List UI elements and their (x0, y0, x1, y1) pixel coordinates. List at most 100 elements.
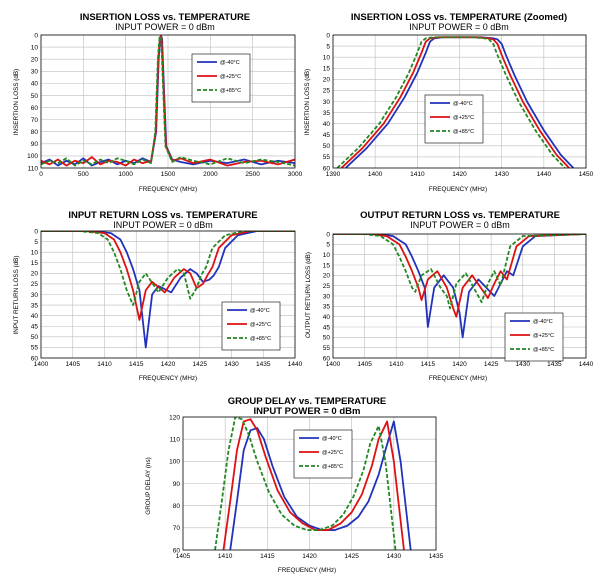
legend: @-40°C @+25°C @+85°C (504, 312, 564, 362)
x-axis-label: FREQUENCY (MHz) (429, 186, 487, 193)
series-group (41, 231, 295, 349)
y-tick-label: 55 (323, 154, 331, 161)
y-tick-label: 50 (31, 334, 39, 341)
legend-label-1: @+25°C (220, 74, 241, 80)
plot-area: 1390 1400 1410 1420 1430 1440 1450 0 5 10 15 20 25 30… (323, 32, 594, 178)
y-tick-label: 10 (31, 44, 39, 51)
chart-title: INSERTION LOSS vs. TEMPERATURE (Zoomed) (351, 12, 567, 23)
chart-subtitle: INPUT POWER = 0 dBm (409, 22, 509, 32)
y-tick-label: 40 (31, 313, 39, 320)
plot-area: 1405 1410 1415 1420 1425 1430 1435 60 70 80 90 100 1… (169, 414, 443, 560)
x-axis-label: FREQUENCY (MHz) (429, 375, 487, 382)
y-tick-label: 55 (323, 345, 331, 352)
series-line-2 (41, 35, 295, 167)
x-tick-label: 2000 (203, 171, 218, 178)
legend-label-1: @+25°C (453, 115, 474, 121)
x-tick-label: 0 (39, 171, 43, 178)
x-tick-label: 1440 (288, 361, 303, 368)
chart-title: OUTPUT RETURN LOSS vs. TEMPERATURE (360, 210, 560, 221)
y-tick-label: 5 (326, 43, 330, 50)
y-tick-label: 15 (323, 66, 331, 73)
y-tick-label: 0 (326, 32, 330, 39)
y-tick-label: 60 (173, 547, 181, 554)
x-tick-label: 1415 (421, 361, 436, 368)
x-tick-label: 1400 (326, 361, 341, 368)
y-tick-label: 5 (326, 242, 330, 249)
y-tick-label: 20 (323, 273, 331, 280)
y-tick-label: 20 (31, 271, 39, 278)
y-tick-label: 10 (31, 249, 39, 256)
y-tick-label: 0 (34, 32, 38, 39)
y-tick-label: 0 (326, 231, 330, 238)
legend-label-0: @-40°C (250, 308, 270, 314)
plot-area: 1400 1405 1410 1415 1420 1425 1430 1435 1440 0 5 10… (323, 231, 594, 368)
y-tick-label: 40 (31, 81, 39, 88)
x-axis-label: FREQUENCY (MHz) (278, 567, 336, 574)
x-tick-label: 1425 (484, 361, 499, 368)
legend-label-0: @-40°C (453, 101, 473, 107)
y-tick-label: 50 (31, 93, 39, 100)
y-axis-label: GROUP DELAY (ns) (145, 457, 152, 514)
plot-frame (40, 34, 296, 169)
chart-subtitle: INPUT POWER = 0 dBm (254, 406, 361, 417)
x-tick-label: 1430 (516, 361, 531, 368)
x-tick-label: 1440 (579, 361, 594, 368)
y-tick-label: 45 (31, 324, 39, 331)
x-tick-label: 1410 (389, 361, 404, 368)
y-axis-label: INPUT RETURN LOSS (dB) (13, 256, 20, 335)
legend-label-2: @+85°C (322, 464, 343, 470)
x-tick-label: 500 (78, 171, 89, 178)
y-axis-label: OUTPUT RETURN LOSS (dB) (305, 252, 312, 338)
x-tick-label: 1420 (302, 553, 317, 560)
y-tick-label: 60 (323, 355, 331, 362)
x-tick-label: 2500 (245, 171, 260, 178)
y-tick-label: 100 (27, 153, 38, 160)
x-tick-label: 1420 (452, 361, 467, 368)
x-tick-label: 1415 (260, 553, 275, 560)
x-tick-label: 1500 (161, 171, 176, 178)
x-axis-label: FREQUENCY (MHz) (139, 375, 197, 382)
y-tick-label: 40 (323, 121, 331, 128)
chart-subtitle: INPUT POWER = 0 dBm (410, 220, 510, 230)
chart-subtitle: INPUT POWER = 0 dBm (115, 22, 215, 32)
y-tick-label: 5 (34, 239, 38, 246)
y-axis-label: INSERTION LOSS (dB) (304, 69, 311, 135)
x-tick-label: 1440 (537, 171, 552, 178)
chart-title: GROUP DELAY vs. TEMPERATURE (228, 396, 387, 407)
y-tick-label: 50 (323, 143, 331, 150)
x-tick-label: 1405 (357, 361, 372, 368)
plot-frame (332, 233, 587, 359)
x-tick-label: 1450 (579, 171, 594, 178)
legend-box (293, 429, 353, 479)
x-tick-label: 1400 (368, 171, 383, 178)
y-axis-label: INSERTION LOSS (dB) (13, 69, 20, 135)
x-tick-label: 1420 (452, 171, 467, 178)
x-tick-label: 1415 (129, 361, 144, 368)
series-group (336, 36, 575, 168)
x-tick-label: 1405 (176, 553, 191, 560)
x-tick-label: 1410 (218, 553, 233, 560)
chart-output-return-loss: OUTPUT RETURN LOSS vs. TEMPERATURE INPUT… (305, 210, 594, 382)
x-tick-label: 1410 (97, 361, 112, 368)
y-tick-label: 60 (31, 105, 39, 112)
chart-group-delay: GROUP DELAY vs. TEMPERATURE INPUT POWER … (145, 396, 444, 574)
y-tick-label: 20 (323, 77, 331, 84)
legend-label-2: @+85°C (453, 129, 474, 135)
legend-label-1: @+25°C (533, 333, 554, 339)
legend: @-40°C @+25°C @+85°C (221, 301, 281, 351)
legend-label-2: @+85°C (250, 336, 271, 342)
y-tick-label: 35 (31, 302, 39, 309)
y-tick-label: 60 (323, 165, 331, 172)
chart-subtitle: INPUT POWER = 0 dBm (113, 220, 213, 230)
x-tick-label: 1425 (344, 553, 359, 560)
legend-label-2: @+85°C (220, 88, 241, 94)
series-line-0 (41, 231, 295, 349)
x-tick-label: 1430 (224, 361, 239, 368)
y-tick-label: 30 (323, 99, 331, 106)
y-tick-label: 60 (31, 355, 39, 362)
series-line-2 (336, 36, 566, 168)
x-tick-label: 3000 (288, 171, 303, 178)
y-tick-label: 50 (323, 335, 331, 342)
y-tick-label: 70 (173, 525, 181, 532)
